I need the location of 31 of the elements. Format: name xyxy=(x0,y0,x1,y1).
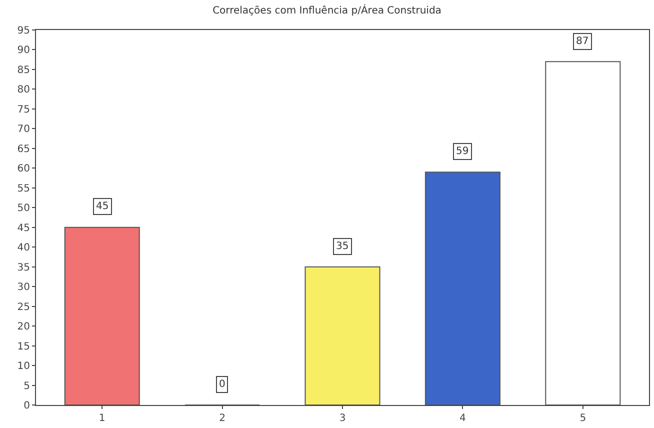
y-tick-label: 75 xyxy=(17,104,30,116)
x-tick-label: 4 xyxy=(460,413,466,424)
y-tick-label: 35 xyxy=(17,262,30,274)
chart-title: Correlações com Influência p/Área Construida xyxy=(212,3,442,16)
y-tick-label: 55 xyxy=(17,183,30,194)
y-tick-label: 95 xyxy=(17,26,30,36)
y-tick-label: 0 xyxy=(24,400,30,412)
data-label: 87 xyxy=(576,36,589,47)
y-tick-label: 10 xyxy=(17,361,30,372)
y-tick-label: 40 xyxy=(17,242,30,254)
y-tick-label: 80 xyxy=(17,84,30,96)
y-tick-label: 45 xyxy=(17,222,30,234)
y-tick-label: 30 xyxy=(17,282,30,294)
data-label: 0 xyxy=(219,379,226,390)
y-tick-label: 20 xyxy=(17,322,30,333)
y-tick-label: 85 xyxy=(17,64,30,76)
y-tick-label: 5 xyxy=(24,380,30,392)
data-label: 35 xyxy=(336,241,349,252)
x-tick-label: 1 xyxy=(98,413,106,424)
y-tick-label: 65 xyxy=(17,144,30,155)
x-tick-label: 2 xyxy=(219,413,226,424)
data-label: 59 xyxy=(456,146,469,157)
data-label: 45 xyxy=(96,201,109,212)
y-tick-label: 90 xyxy=(17,45,30,56)
y-tick-label: 25 xyxy=(17,302,30,313)
y-tick-label: 50 xyxy=(17,203,30,214)
x-tick-label: 3 xyxy=(339,413,346,424)
y-tick-label: 15 xyxy=(17,341,30,352)
y-tick-label: 70 xyxy=(17,124,30,136)
x-tick-label: 5 xyxy=(580,413,586,424)
y-tick-label: 60 xyxy=(17,164,30,175)
